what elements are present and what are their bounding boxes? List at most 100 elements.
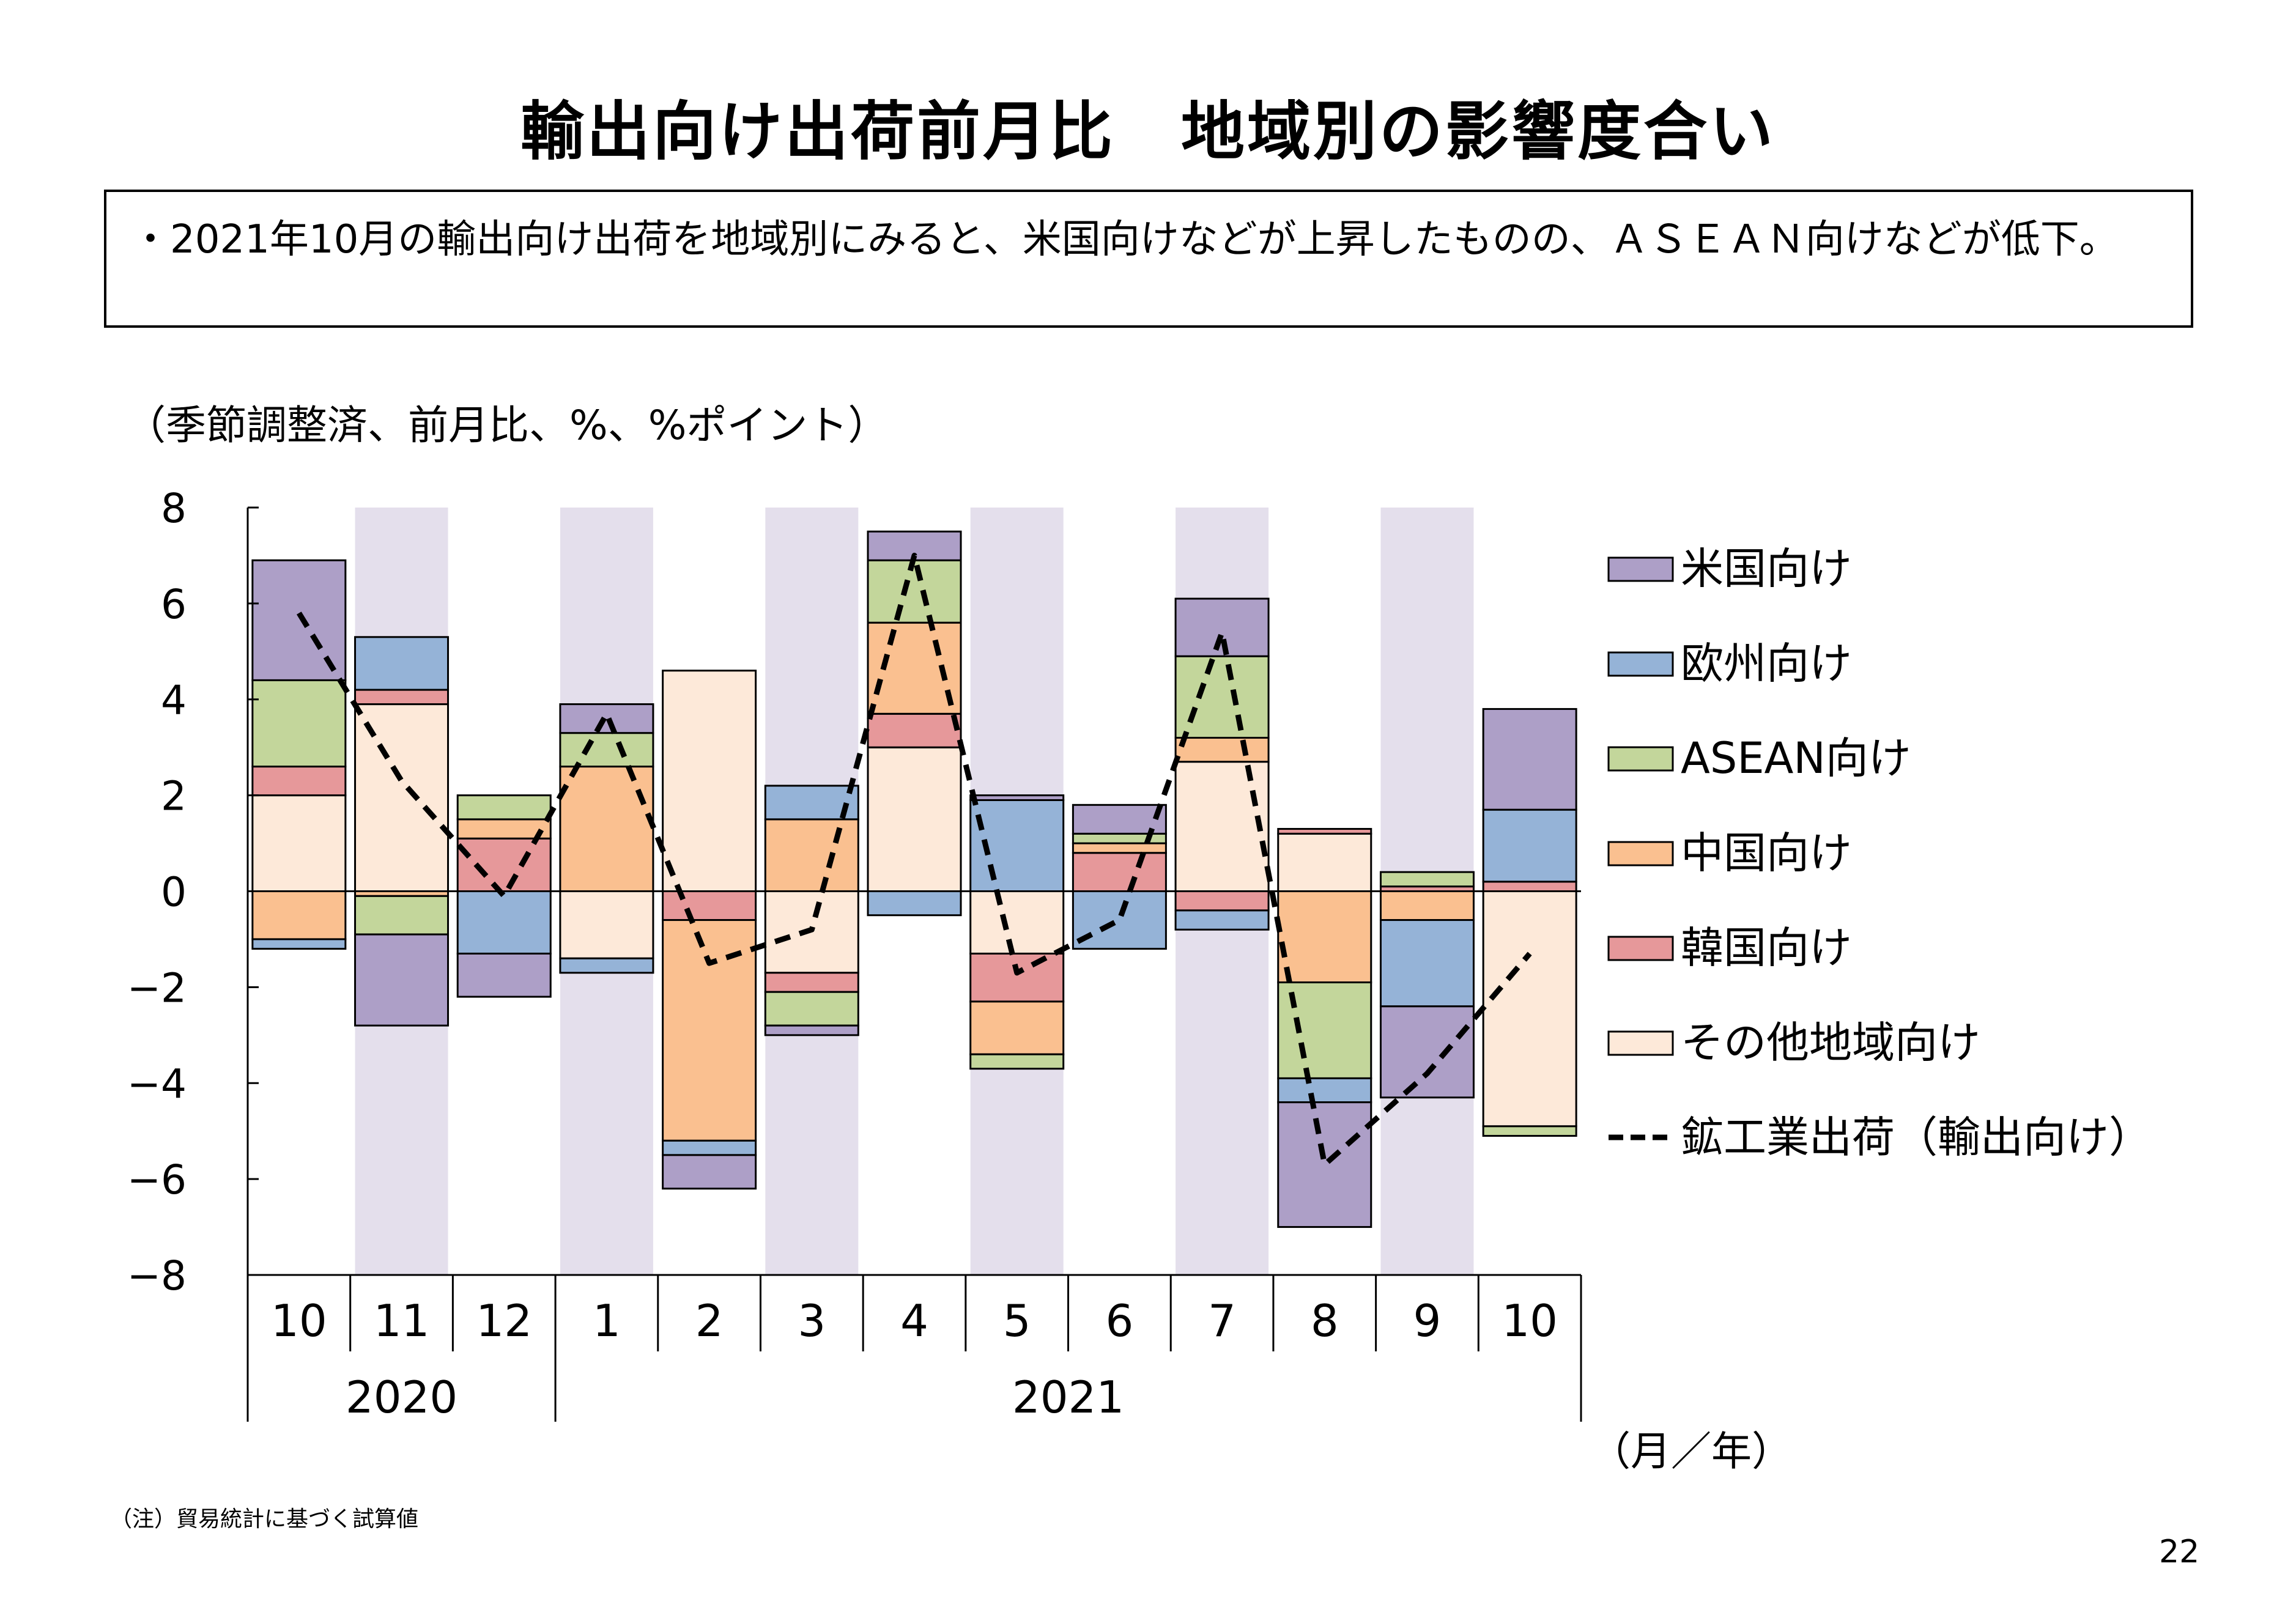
legend-label-china: 中国向け (1681, 828, 1852, 878)
bar-segment-china (764, 818, 859, 892)
legend-label-asean: ASEAN向け (1681, 733, 1911, 783)
bar-segment-korea (662, 890, 757, 922)
x-tick-label: 12 (476, 1295, 532, 1346)
bar-segment-eu (867, 890, 962, 917)
bar-segment-korea (969, 952, 1065, 1003)
footnote: （注）貿易統計に基づく試算値 (110, 1507, 419, 1532)
summary-box: ・2021年10月の輸出向け出荷を地域別にみると、米国向けなどが上昇したものの、… (104, 190, 2193, 328)
bar-segment-korea (354, 689, 450, 706)
legend-swatch-eu (1607, 651, 1674, 677)
x-tick-label: 3 (798, 1295, 826, 1346)
year-label: 2021 (1012, 1372, 1124, 1423)
y-tick-label: 6 (161, 581, 187, 628)
bar-segment-china (662, 919, 757, 1142)
bar-segment-us (456, 952, 552, 998)
x-tick-label: 2 (695, 1295, 724, 1346)
bar-segment-eu (1277, 1077, 1372, 1104)
bar-segment-china (456, 818, 552, 840)
x-tick-label: 7 (1208, 1295, 1236, 1346)
bar-segment-eu (1482, 808, 1577, 883)
bar-segment-korea (251, 766, 347, 797)
bar-segment-asean (1174, 655, 1270, 739)
bar-segment-asean (456, 794, 552, 821)
bar-segment-us (662, 1154, 757, 1190)
x-tick-label: 1 (593, 1295, 621, 1346)
page-number: 22 (2159, 1534, 2200, 1570)
legend-label-eu: 欧州向け (1681, 638, 1852, 689)
bar-segment-korea (764, 972, 859, 993)
x-tick-label: 9 (1413, 1295, 1442, 1346)
x-tick-label: 8 (1311, 1295, 1339, 1346)
bar-segment-china (559, 766, 654, 892)
bar-segment-eu (456, 890, 552, 955)
bar-segment-china (1379, 890, 1475, 922)
unit-label: （季節調整済、前月比、%、%ポイント） (125, 402, 889, 449)
bar-segment-other (1277, 832, 1372, 892)
y-tick-label: 4 (161, 677, 187, 724)
bar-segment-other (251, 794, 347, 892)
legend-swatch-korea (1607, 936, 1674, 961)
bar-segment-china (1174, 737, 1270, 763)
y-tick-label: −4 (127, 1060, 187, 1107)
bars-layer (251, 530, 1577, 1228)
y-tick-label: 0 (161, 869, 187, 916)
x-axis-unit-label: （月／年） (1590, 1428, 1792, 1475)
bar-segment-korea (1482, 881, 1577, 892)
bar-segment-eu (1379, 919, 1475, 1008)
bar-segment-china (251, 890, 347, 940)
legend-swatch-us (1607, 556, 1674, 582)
legend-swatch-china (1607, 841, 1674, 866)
bar-segment-us (354, 933, 450, 1027)
bar-segment-asean (251, 679, 347, 768)
bar-segment-china (969, 1000, 1065, 1055)
line-series (297, 552, 1532, 1168)
legend-label-us: 米国向け (1681, 544, 1852, 594)
x-tick-label: 10 (1502, 1295, 1558, 1346)
bar-segment-eu (1174, 909, 1270, 931)
page-title: 輸出向け出荷前月比 地域別の影響度合い (520, 94, 1776, 169)
legend-label-line: 鉱工業出荷（輸出向け） (1681, 1112, 2152, 1162)
bar-segment-korea (1174, 890, 1270, 912)
x-tick-label: 4 (900, 1295, 928, 1346)
bar-segment-korea (1072, 852, 1167, 892)
bar-segment-other (867, 746, 962, 892)
bar-segment-asean (1379, 871, 1475, 888)
bar-segment-china (1072, 842, 1167, 854)
bar-segment-other (969, 890, 1065, 955)
bar-segment-us (1072, 803, 1167, 835)
bar-segment-eu (354, 636, 450, 691)
bar-segment-eu (251, 938, 347, 950)
summary-text: ・2021年10月の輸出向け出荷を地域別にみると、米国向けなどが上昇したものの、… (131, 217, 2119, 262)
bar-segment-asean (969, 1053, 1065, 1070)
bar-segment-asean (764, 991, 859, 1027)
bar-segment-asean (354, 895, 450, 936)
x-tick-label: 11 (374, 1295, 430, 1346)
y-tick-label: 8 (161, 485, 187, 532)
legend-label-korea: 韓国向け (1681, 923, 1852, 973)
legend-swatch-asean (1607, 746, 1674, 772)
bar-segment-us (559, 703, 654, 734)
y-tick-label: −8 (127, 1252, 187, 1299)
bar-segment-korea (456, 837, 552, 892)
bar-segment-asean (559, 732, 654, 768)
legend-label-other: その他地域向け (1681, 1018, 1980, 1068)
legend-swatch-other (1607, 1030, 1674, 1056)
bar-segment-us (1379, 1005, 1475, 1099)
bar-segment-us (1174, 597, 1270, 657)
x-tick-label: 10 (271, 1295, 327, 1346)
bar-segment-other (559, 890, 654, 959)
bar-segment-us (1277, 1101, 1372, 1228)
bar-segment-us (764, 1024, 859, 1036)
line-layer (297, 552, 1532, 1168)
bar-segment-asean (867, 559, 962, 624)
y-tick-label: −2 (127, 964, 187, 1011)
x-tick-label: 5 (1003, 1295, 1031, 1346)
bar-segment-eu (559, 957, 654, 974)
bar-segment-asean (1482, 1125, 1577, 1137)
bar-segment-us (969, 794, 1065, 801)
bar-segment-korea (1277, 828, 1372, 835)
bar-segment-other (1482, 890, 1577, 1128)
